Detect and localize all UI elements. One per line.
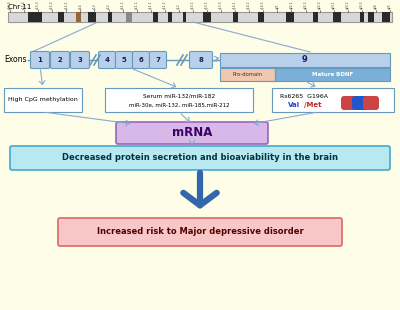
FancyBboxPatch shape <box>116 122 268 144</box>
Text: 9: 9 <box>302 55 308 64</box>
Text: q11.2: q11.2 <box>163 1 167 9</box>
Bar <box>88 12 96 22</box>
FancyBboxPatch shape <box>132 51 150 69</box>
Bar <box>168 12 172 22</box>
Text: q22.1: q22.1 <box>290 1 294 9</box>
Bar <box>368 12 374 22</box>
Text: Pro-domain: Pro-domain <box>232 72 262 77</box>
Text: q23.2: q23.2 <box>346 1 350 9</box>
Bar <box>28 12 42 22</box>
Text: 8: 8 <box>198 57 204 63</box>
Bar <box>108 12 112 22</box>
Bar <box>4 88 82 112</box>
Bar <box>233 12 238 22</box>
Text: 1: 1 <box>38 57 42 63</box>
Text: q11.1: q11.1 <box>149 1 153 9</box>
Text: q13.1: q13.1 <box>191 1 195 9</box>
Text: miR-30e, miR-132, miR-185,miR-212: miR-30e, miR-132, miR-185,miR-212 <box>129 103 229 108</box>
FancyBboxPatch shape <box>50 51 70 69</box>
Bar <box>382 12 390 22</box>
Text: 5: 5 <box>122 57 126 63</box>
Text: q12: q12 <box>177 3 181 9</box>
Text: q14.3: q14.3 <box>261 1 265 9</box>
Bar <box>8 12 392 22</box>
Text: p13: p13 <box>92 3 96 9</box>
Text: p11.1: p11.1 <box>135 1 139 9</box>
FancyBboxPatch shape <box>70 51 90 69</box>
Bar <box>313 12 318 22</box>
Text: q21: q21 <box>276 3 280 9</box>
Text: /Met: /Met <box>304 102 322 108</box>
Bar <box>126 12 132 22</box>
Text: 4: 4 <box>104 57 110 63</box>
Text: p15.1: p15.1 <box>64 0 68 9</box>
Text: 7: 7 <box>156 57 160 63</box>
FancyBboxPatch shape <box>116 51 132 69</box>
Bar <box>105 88 253 112</box>
Text: Exons: Exons <box>4 55 26 64</box>
FancyBboxPatch shape <box>10 146 390 170</box>
Text: q14.1: q14.1 <box>233 1 237 9</box>
Text: Serum miR-132/miR-182: Serum miR-132/miR-182 <box>143 94 215 99</box>
Bar <box>76 12 81 22</box>
FancyBboxPatch shape <box>363 96 379 110</box>
Bar <box>183 12 186 22</box>
Text: 6: 6 <box>139 57 143 63</box>
Text: q14.2: q14.2 <box>247 1 251 9</box>
Bar <box>360 12 364 22</box>
FancyBboxPatch shape <box>30 51 50 69</box>
Text: Increased risk to Major depressive disorder: Increased risk to Major depressive disor… <box>97 228 303 237</box>
FancyBboxPatch shape <box>58 218 342 246</box>
Text: q25: q25 <box>388 3 392 9</box>
Text: Decreased protein secretion and bioaviability in the brain: Decreased protein secretion and bioaviab… <box>62 153 338 162</box>
Text: p14: p14 <box>78 3 82 9</box>
Bar <box>275 68 390 81</box>
FancyBboxPatch shape <box>352 96 368 110</box>
FancyBboxPatch shape <box>98 51 116 69</box>
FancyBboxPatch shape <box>190 51 212 69</box>
Text: 3: 3 <box>78 57 82 63</box>
Bar <box>258 12 264 22</box>
Bar <box>220 68 275 81</box>
Bar <box>203 12 211 22</box>
Text: q13.3: q13.3 <box>219 1 223 9</box>
Text: p15.4: p15.4 <box>22 0 26 9</box>
Bar <box>272 88 394 112</box>
Text: Chr 11: Chr 11 <box>8 4 31 10</box>
Text: q23.3: q23.3 <box>360 1 364 9</box>
FancyBboxPatch shape <box>150 51 166 69</box>
Text: 2: 2 <box>58 57 62 63</box>
Text: q22.2: q22.2 <box>304 1 308 9</box>
Text: p15.5: p15.5 <box>8 0 12 9</box>
Bar <box>286 12 294 22</box>
FancyBboxPatch shape <box>341 96 357 110</box>
Text: p15.2: p15.2 <box>50 0 54 9</box>
Text: q22.3: q22.3 <box>318 1 322 9</box>
Bar <box>58 12 64 22</box>
Text: q24: q24 <box>374 3 378 9</box>
Text: q13.2: q13.2 <box>205 1 209 9</box>
Text: p12: p12 <box>106 3 110 9</box>
Text: Mature BDNF: Mature BDNF <box>312 72 353 77</box>
Text: q23.1: q23.1 <box>332 1 336 9</box>
Bar <box>333 12 341 22</box>
Text: Val: Val <box>288 102 300 108</box>
Text: High CpG methylation: High CpG methylation <box>8 98 78 103</box>
Text: p11.2: p11.2 <box>120 1 124 9</box>
Bar <box>153 12 158 22</box>
Text: mRNA: mRNA <box>172 126 212 140</box>
Bar <box>220 53 390 67</box>
Text: p15.3: p15.3 <box>36 0 40 9</box>
Text: Rs6265  G196A: Rs6265 G196A <box>280 94 328 99</box>
